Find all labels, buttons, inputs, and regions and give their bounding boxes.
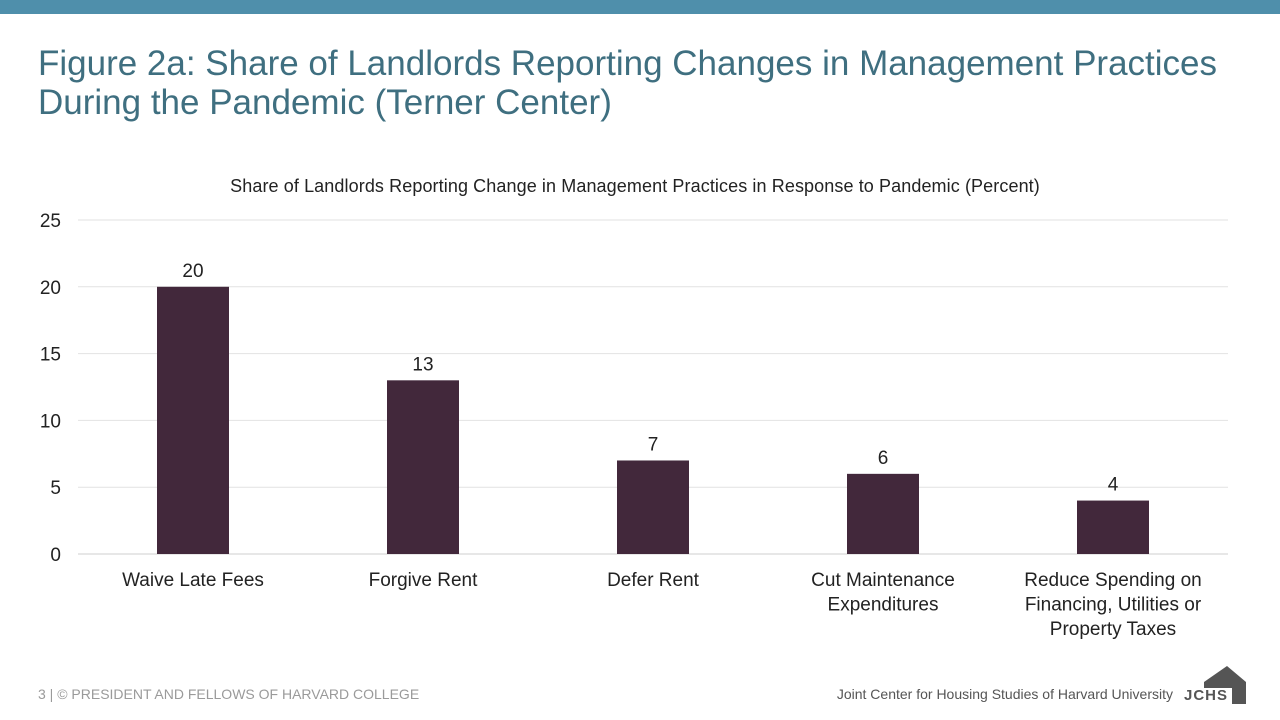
x-tick-label: Defer Rent — [607, 570, 700, 591]
footer-organization: Joint Center for Housing Studies of Harv… — [836, 686, 1173, 702]
data-label: 7 — [648, 434, 659, 455]
x-tick-label: Reduce Spending on — [1024, 570, 1201, 591]
y-tick-label: 10 — [40, 411, 61, 432]
chart-title: Share of Landlords Reporting Change in M… — [230, 176, 1040, 196]
logo-text: JCHS — [1184, 687, 1228, 704]
x-tick-label: Property Taxes — [1050, 619, 1176, 640]
x-tick-label: Cut Maintenance — [811, 570, 955, 591]
y-tick-label: 5 — [50, 478, 61, 499]
bar — [1077, 500, 1149, 554]
x-tick-label: Waive Late Fees — [122, 570, 264, 591]
x-tick-label: Financing, Utilities or — [1025, 595, 1202, 616]
y-tick-label: 25 — [40, 211, 61, 232]
x-tick-label: Expenditures — [828, 595, 939, 616]
slide-title: Figure 2a: Share of Landlords Reporting … — [38, 44, 1218, 122]
y-tick-label: 20 — [40, 278, 61, 299]
data-label: 13 — [412, 354, 433, 375]
y-tick-label: 0 — [50, 545, 61, 566]
bar — [157, 286, 229, 554]
bar — [847, 473, 919, 554]
data-label: 4 — [1108, 475, 1119, 496]
bar — [387, 380, 459, 554]
footer-copyright: 3 | © PRESIDENT AND FELLOWS OF HARVARD C… — [38, 686, 420, 702]
jchs-logo: JCHS — [1184, 666, 1246, 704]
y-tick-label: 15 — [40, 345, 61, 366]
data-label: 6 — [878, 448, 889, 469]
data-label: 20 — [182, 261, 203, 282]
x-tick-label: Forgive Rent — [369, 570, 478, 591]
top-accent-bar — [0, 0, 1280, 14]
bar — [617, 460, 689, 554]
